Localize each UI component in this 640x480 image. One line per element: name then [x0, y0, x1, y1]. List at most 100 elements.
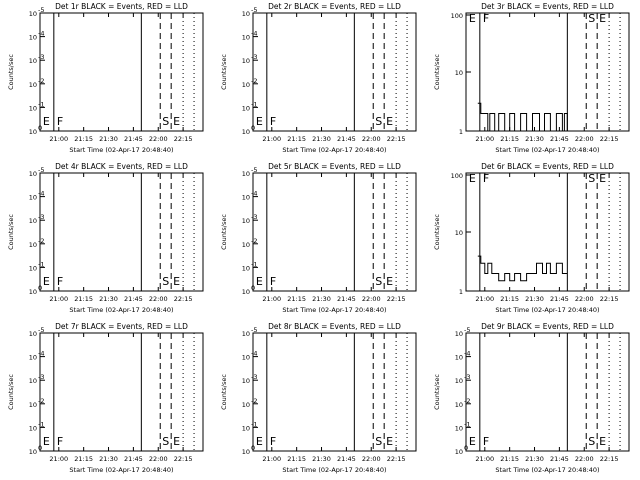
x-tick-label: 22:15 [600, 455, 619, 463]
panel-det-4: Det 4r BLACK = Events, RED = LLD Counts/s… [7, 162, 204, 314]
y-tick-exponent: -2 [38, 77, 44, 85]
events-series-line [477, 255, 568, 282]
y-axis-label: Counts/sec [433, 54, 441, 90]
y-tick-label: 10 [29, 448, 37, 456]
y-tick-exponent: -3 [251, 373, 257, 381]
y-tick-exponent: -4 [251, 190, 257, 198]
time-marker-e: E [386, 115, 393, 128]
y-tick-exponent: -1 [464, 420, 470, 428]
panel-title: Det 9r BLACK = Events, RED = LLD [481, 322, 614, 331]
x-tick-label: 21:45 [550, 135, 569, 143]
x-tick-label: 21:00 [262, 135, 281, 143]
x-tick-label: 21:30 [525, 295, 544, 303]
time-marker-e: E [469, 435, 476, 448]
y-tick-label: 10 [455, 330, 463, 338]
x-tick-label: 22:00 [149, 135, 168, 143]
panel-det-5: Det 5r BLACK = Events, RED = LLD Counts/s… [220, 162, 417, 314]
x-tick-label: 22:00 [362, 135, 381, 143]
x-tick-label: 21:00 [262, 295, 281, 303]
time-marker-e: E [386, 435, 393, 448]
y-tick-label: 10 [242, 10, 250, 18]
x-axis-label: Start Time (02-Apr-17 20:48:40) [69, 306, 173, 314]
events-series-line [477, 102, 568, 132]
y-tick-label: 10 [29, 241, 37, 249]
y-tick-label: 10 [455, 401, 463, 409]
x-tick-label: 22:00 [149, 295, 168, 303]
time-marker-e: E [599, 172, 606, 185]
y-tick-label: 10 [242, 264, 250, 272]
x-axis-label: Start Time (02-Apr-17 20:48:40) [282, 306, 386, 314]
y-tick-exponent: -4 [464, 350, 470, 358]
time-marker-s: S [588, 435, 595, 448]
time-marker-e: E [599, 12, 606, 25]
y-tick-exponent: -1 [251, 260, 257, 268]
x-axis-label: Start Time (02-Apr-17 20:48:40) [282, 466, 386, 474]
time-marker-f: F [270, 275, 276, 288]
y-tick-label: 10 [242, 354, 250, 362]
x-tick-label: 21:45 [550, 295, 569, 303]
y-tick-exponent: -2 [251, 397, 257, 405]
time-marker-e: E [43, 115, 50, 128]
x-axis-label: Start Time (02-Apr-17 20:48:40) [69, 146, 173, 154]
x-tick-label: 21:15 [74, 135, 93, 143]
plot-frame [252, 12, 417, 132]
panel-title: Det 3r BLACK = Events, RED = LLD [481, 2, 614, 11]
x-tick-label: 22:15 [387, 295, 406, 303]
x-tick-label: 21:15 [74, 455, 93, 463]
y-tick-exponent: -2 [38, 397, 44, 405]
y-tick-label: 10 [29, 10, 37, 18]
panel-title: Det 8r BLACK = Events, RED = LLD [268, 322, 401, 331]
x-tick-label: 21:00 [49, 455, 68, 463]
time-marker-s: S [375, 275, 382, 288]
y-tick-exponent: -4 [38, 190, 44, 198]
x-tick-label: 21:15 [500, 295, 519, 303]
y-tick-label: 10 [242, 241, 250, 249]
y-tick-exponent: -3 [251, 53, 257, 61]
time-marker-f: F [483, 435, 489, 448]
y-tick-exponent: 0 [251, 444, 255, 452]
time-marker-e: E [386, 275, 393, 288]
y-tick-exponent: 0 [251, 284, 255, 292]
y-tick-exponent: -2 [251, 77, 257, 85]
y-axis-label: Counts/sec [7, 54, 15, 90]
x-tick-label: 21:00 [475, 295, 494, 303]
y-tick-label: 10 [242, 34, 250, 42]
y-tick-label: 10 [455, 448, 463, 456]
x-tick-label: 22:15 [174, 135, 193, 143]
plot-frame [465, 172, 630, 292]
plot-frame [39, 172, 204, 292]
y-tick-exponent: -3 [38, 373, 44, 381]
y-tick-exponent: -4 [251, 350, 257, 358]
panel-det-3: Det 3r BLACK = Events, RED = LLD Counts/s… [433, 2, 630, 154]
y-tick-exponent: -1 [38, 420, 44, 428]
x-tick-label: 21:45 [337, 455, 356, 463]
y-tick-label: 1 [459, 128, 463, 136]
x-tick-label: 22:00 [575, 135, 594, 143]
y-tick-label: 10 [242, 448, 250, 456]
y-tick-label: 10 [29, 128, 37, 136]
time-marker-f: F [270, 115, 276, 128]
time-marker-e: E [469, 172, 476, 185]
time-marker-s: S [588, 12, 595, 25]
y-tick-exponent: -5 [38, 6, 44, 14]
y-tick-label: 10 [242, 288, 250, 296]
y-axis-label: Counts/sec [433, 374, 441, 410]
time-marker-e: E [256, 275, 263, 288]
y-tick-label: 10 [29, 288, 37, 296]
time-marker-s: S [375, 115, 382, 128]
y-tick-exponent: -4 [38, 30, 44, 38]
panel-title: Det 6r BLACK = Events, RED = LLD [481, 162, 614, 171]
y-tick-exponent: -5 [38, 166, 44, 174]
y-tick-exponent: -5 [251, 166, 257, 174]
y-tick-exponent: 0 [38, 444, 42, 452]
x-tick-label: 21:30 [99, 455, 118, 463]
y-tick-label: 10 [29, 194, 37, 202]
y-tick-exponent: -1 [38, 260, 44, 268]
y-tick-label: 10 [242, 330, 250, 338]
panel-det-9: Det 9r BLACK = Events, RED = LLD Counts/s… [433, 322, 630, 474]
y-tick-exponent: -2 [38, 237, 44, 245]
y-tick-label: 10 [29, 104, 37, 112]
y-axis-label: Counts/sec [220, 374, 228, 410]
y-tick-exponent: -3 [38, 53, 44, 61]
y-tick-exponent: 0 [464, 444, 468, 452]
